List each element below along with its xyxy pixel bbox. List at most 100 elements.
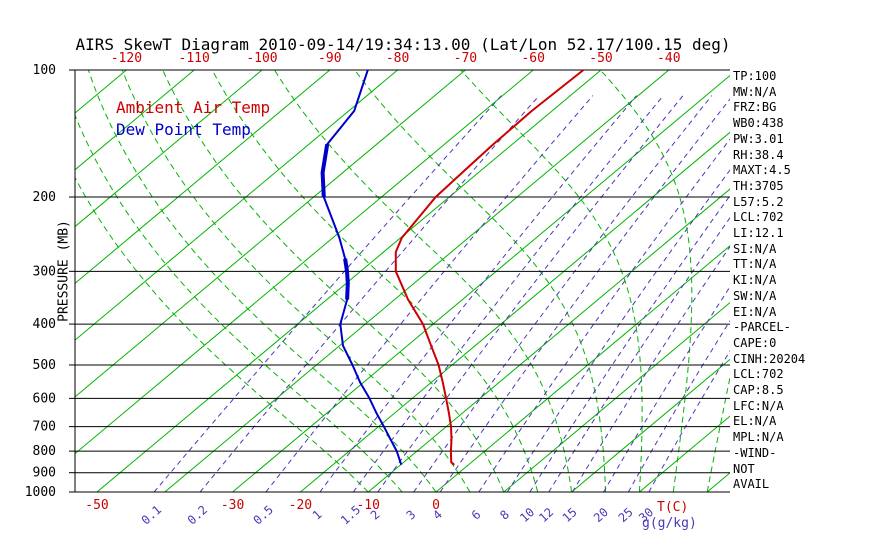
mixing-ratio-label: 20 — [591, 505, 611, 525]
isotherm-line — [75, 70, 263, 228]
moist-adiabat-line — [87, 70, 437, 492]
stats-item: -PARCEL- — [733, 320, 791, 335]
mixing-unit-label: g(g/kg) — [642, 516, 697, 531]
mixing-ratio-label: 6 — [469, 507, 484, 522]
top-temp-label: -70 — [454, 51, 477, 66]
top-temp-label: -50 — [589, 51, 612, 66]
bottom-temp-label: -30 — [221, 498, 244, 513]
pressure-tick-label: 600 — [33, 391, 56, 406]
stats-item: LFC:N/A — [733, 398, 784, 413]
isotherm-line — [639, 415, 730, 492]
stats-item: SI:N/A — [733, 241, 777, 256]
stats-item: CAPE:0 — [733, 335, 777, 350]
stats-item: WB0:438 — [733, 116, 784, 131]
isotherm-line — [75, 70, 534, 455]
mixing-ratio-label: 0.5 — [251, 503, 276, 528]
pressure-tick-label: 100 — [33, 63, 56, 78]
pressure-tick-label: 400 — [33, 317, 56, 332]
mixing-ratio-label: 12 — [536, 505, 556, 525]
top-temp-label: -40 — [657, 51, 680, 66]
mixing-ratio-line — [413, 95, 713, 492]
stats-item: TH:3705 — [733, 178, 784, 193]
isotherm-line — [367, 188, 730, 492]
top-temp-label: -90 — [318, 51, 341, 66]
legend-dew-point: Dew Point Temp — [116, 120, 251, 139]
moist-adiabat-line — [75, 114, 403, 492]
mixing-ratio-line — [603, 285, 730, 492]
stats-item: CINH:20204 — [733, 351, 806, 366]
isotherm-line — [75, 70, 398, 341]
stats-panel: TP:100 MW:N/A FRZ:BG WB0:438 PW:3.01 RH:38.4 M… — [733, 69, 805, 493]
stats-item: L57:5.2 — [733, 194, 784, 209]
mixing-ratio-line — [319, 95, 637, 492]
stats-item: MPL:N/A — [733, 430, 784, 445]
isotherm-line — [232, 74, 730, 492]
bottom-temp-label: -10 — [356, 498, 379, 513]
stats-item: LCL:702 — [733, 210, 784, 225]
stats-item: FRZ:BG — [733, 100, 777, 115]
top-temp-label: -80 — [386, 51, 409, 66]
top-temp-label: -60 — [521, 51, 544, 66]
bottom-temp-label: -50 — [85, 498, 108, 513]
legend-ambient-air: Ambient Air Temp — [116, 98, 271, 117]
isotherm-line — [571, 358, 730, 492]
bottom-temp-label: -20 — [289, 498, 312, 513]
bottom-temp-label: 0 — [432, 498, 440, 513]
stats-item: -WIND- — [733, 445, 777, 460]
mixing-ratio-label: 25 — [616, 505, 636, 525]
stats-item: RH:38.4 — [733, 147, 784, 162]
stats-item: LI:12.1 — [733, 226, 784, 241]
mixing-ratio-line — [648, 349, 730, 492]
moist-adiabat-line — [460, 70, 643, 492]
moist-adiabat-line — [354, 70, 606, 492]
mixing-ratio-line — [506, 169, 730, 492]
mixing-ratio-line — [571, 245, 730, 492]
temp-unit-label: T(C) — [657, 500, 689, 515]
mixing-ratio-line — [627, 319, 730, 492]
top-temp-label: -120 — [111, 51, 142, 66]
stats-item: MAXT:4.5 — [733, 163, 791, 178]
moist-adiabat-line — [706, 374, 730, 492]
pressure-tick-label: 800 — [33, 444, 56, 459]
stats-item: LCL:702 — [733, 367, 784, 382]
stats-item: CAP:8.5 — [733, 383, 784, 398]
mixing-ratio-line — [478, 138, 730, 492]
dewpoint-curve-emphasis — [320, 143, 330, 198]
chart-title: AIRS SkewT Diagram 2010-09-14/19:34:13.0… — [75, 35, 731, 54]
mixing-ratio-line — [153, 95, 502, 492]
pressure-tick-label: 900 — [33, 466, 56, 481]
mixing-ratio-label: 0.1 — [139, 503, 164, 528]
mixing-ratio-label: 0.2 — [185, 503, 210, 528]
top-temp-label: -110 — [179, 51, 210, 66]
pressure-axis-label: PRESSURE (MB) — [56, 220, 72, 322]
stats-item: EL:N/A — [733, 414, 777, 429]
mixing-ratio-label: 15 — [560, 505, 580, 525]
mixing-ratio-label: 1 — [310, 507, 325, 522]
mixing-ratio-label: 2 — [368, 507, 383, 522]
mixing-ratio-line — [377, 95, 684, 492]
stats-item: MW:N/A — [733, 84, 777, 99]
isotherm-line — [75, 70, 331, 284]
mixing-ratio-line — [439, 98, 730, 492]
isotherm-line — [75, 70, 466, 398]
isotherm-line — [300, 131, 730, 492]
stats-item: PW:3.01 — [733, 131, 784, 146]
mixing-ratio-label: 10 — [517, 505, 537, 525]
stats-item: TT:N/A — [733, 257, 777, 272]
mixing-ratio-line — [352, 95, 664, 492]
stats-item: EI:N/A — [733, 304, 777, 319]
stats-item: NOT — [733, 461, 755, 476]
pressure-tick-label: 700 — [33, 420, 56, 435]
mixing-ratio-label: 3 — [404, 507, 419, 522]
mixing-ratio-line — [265, 95, 594, 492]
moist-adiabat-line — [162, 70, 505, 492]
pressure-tick-label: 500 — [33, 358, 56, 373]
isotherm-line — [164, 70, 670, 492]
moist-adiabat-line — [211, 70, 539, 492]
isotherm-line — [503, 301, 730, 492]
dewpoint-curve-emphasis — [343, 258, 350, 300]
mixing-ratio-label: 8 — [497, 507, 512, 522]
pressure-tick-label: 300 — [33, 264, 56, 279]
